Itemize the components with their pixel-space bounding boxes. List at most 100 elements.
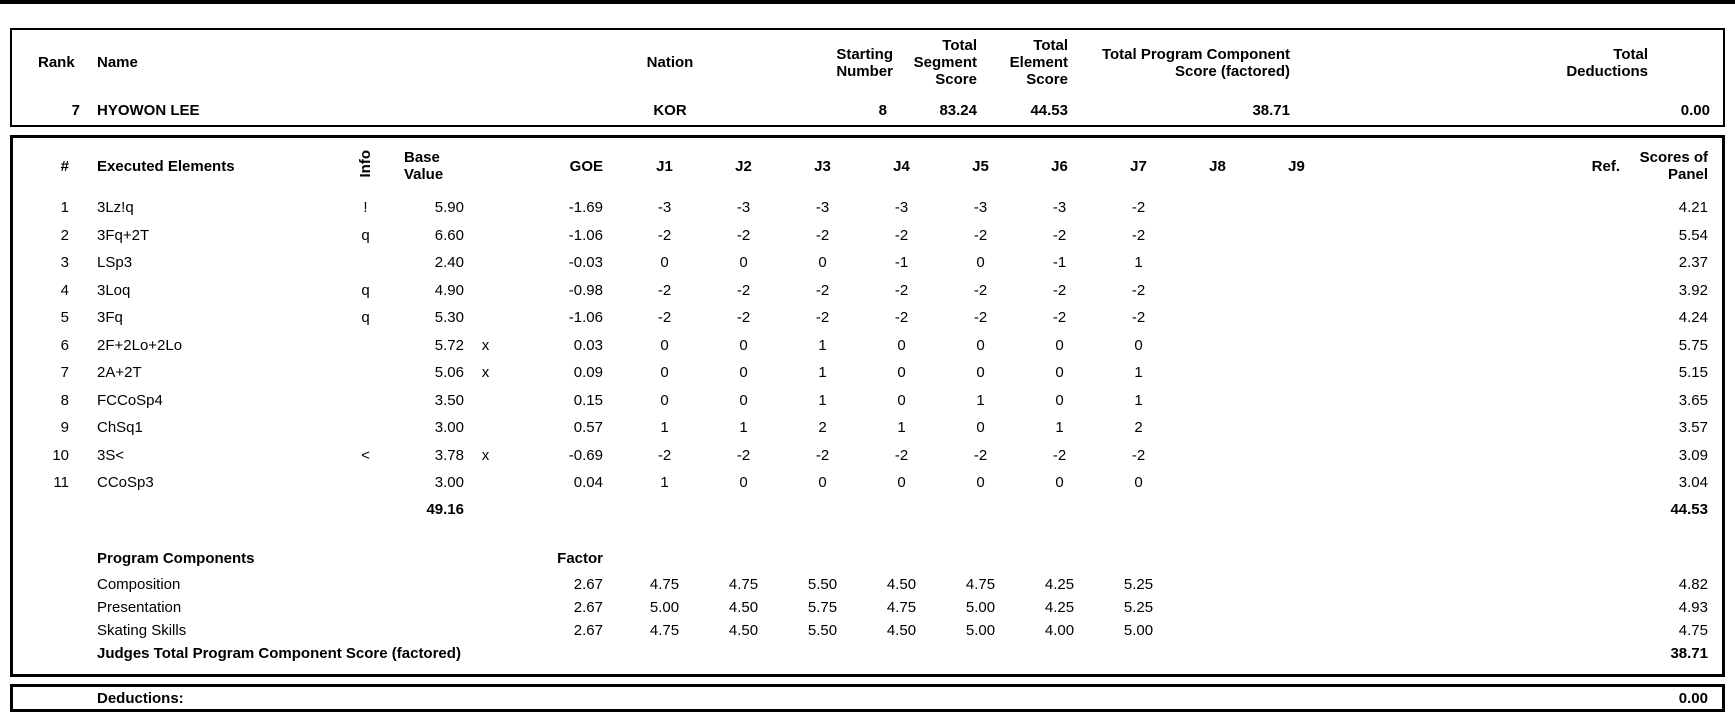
- total-element-score-column-header: Total Element Score: [1009, 37, 1068, 88]
- result-header-box: Rank Name Nation Starting Number Total S…: [10, 28, 1725, 127]
- element-j8-score: [1178, 304, 1257, 332]
- element-panel-score: 3.04: [1678, 474, 1708, 492]
- element-j9-score: [1257, 359, 1336, 387]
- rank-value: 7: [71, 102, 80, 119]
- element-j3-score: 1: [818, 364, 827, 382]
- col-header-goe: GOE: [569, 157, 603, 175]
- element-number: 1: [60, 199, 69, 217]
- element-goe: 0.57: [573, 419, 603, 437]
- element-row-4: 5 3Fq q 5.30 -1.06 -2 -2 -2 -2 -2 -2 -2: [13, 304, 1722, 332]
- component-j1-score: 4.75: [649, 575, 680, 593]
- total-pcs-column-header: Total Program Component Score (factored): [1101, 45, 1290, 80]
- total-element-score-value: 44.53: [1030, 102, 1068, 119]
- component-name: Presentation: [97, 598, 182, 616]
- element-j8-score: [1178, 414, 1257, 442]
- element-row-9: 10 3S< < 3.78 x -0.69 -2 -2 -2 -2 -2 -2 …: [13, 442, 1722, 470]
- element-j8-score: [1178, 249, 1257, 277]
- component-row-0: Composition 2.67 4.75 4.75 5.50 4.50 4.7…: [13, 573, 1722, 596]
- component-factor: 2.67: [573, 598, 603, 616]
- component-j7-score: 5.25: [1123, 598, 1154, 616]
- element-number: 6: [60, 336, 69, 354]
- element-j7-score: 1: [1134, 254, 1143, 272]
- element-j1-score: -2: [657, 281, 672, 299]
- component-row-2: Skating Skills 2.67 4.75 4.50 5.50 4.50 …: [13, 619, 1722, 642]
- element-base-value: 3.78: [434, 446, 464, 464]
- component-j4-score: 4.75: [886, 598, 917, 616]
- element-ref: [1336, 414, 1630, 442]
- element-base-value: 5.72: [434, 336, 464, 354]
- component-j9-score: [1257, 596, 1336, 619]
- element-ref: [1336, 194, 1630, 222]
- element-j7-score: -2: [1131, 226, 1146, 244]
- col-header-ref: Ref.: [1591, 157, 1620, 175]
- element-base-value: 5.30: [434, 309, 464, 327]
- element-j7-score: 0: [1134, 336, 1143, 354]
- element-number: 10: [52, 446, 69, 464]
- element-number: 9: [60, 419, 69, 437]
- component-j3-score: 5.50: [807, 621, 838, 639]
- element-j7-score: 1: [1134, 364, 1143, 382]
- element-j9-score: [1257, 222, 1336, 250]
- nation-column-header: Nation: [646, 54, 694, 71]
- element-j6-score: 0: [1055, 391, 1064, 409]
- total-segment-score-value: 83.24: [939, 102, 977, 119]
- element-j2-score: -2: [736, 226, 751, 244]
- component-j9-score: [1257, 573, 1336, 596]
- skater-name: HYOWON LEE: [97, 102, 200, 119]
- element-j9-score: [1257, 469, 1336, 497]
- element-name: 2A+2T: [97, 364, 142, 382]
- component-j4-score: 4.50: [886, 575, 917, 593]
- element-number: 3: [60, 254, 69, 272]
- element-row-2: 3 LSp3 2.40 -0.03 0 0 0 -1 0 -1 1: [13, 249, 1722, 277]
- element-j3-score: 1: [818, 391, 827, 409]
- element-info-flag: [343, 332, 388, 360]
- element-goe: -1.69: [568, 199, 603, 217]
- element-row-7: 8 FCCoSp4 3.50 0.15 0 0 1 0 1 0 1: [13, 387, 1722, 415]
- component-j2-score: 4.75: [728, 575, 759, 593]
- element-number: 2: [60, 226, 69, 244]
- component-j3-score: 5.50: [807, 575, 838, 593]
- element-info-flag: <: [361, 446, 370, 464]
- element-panel-score: 3.57: [1678, 419, 1708, 437]
- component-j7-score: 5.00: [1123, 621, 1154, 639]
- elements-box: # Executed Elements Info Base Value GOE …: [10, 135, 1725, 677]
- program-components-title: Program Components: [97, 550, 255, 567]
- element-row-8: 9 ChSq1 3.00 0.57 1 1 2 1 0 1 2: [13, 414, 1722, 442]
- element-j1-score: 1: [660, 419, 669, 437]
- element-info-flag: [343, 387, 388, 415]
- col-header-executed-elements: Executed Elements: [97, 157, 235, 175]
- element-j5-score: -2: [973, 446, 988, 464]
- element-info-flag: [343, 414, 388, 442]
- element-j9-score: [1257, 387, 1336, 415]
- element-j4-score: 0: [897, 336, 906, 354]
- element-name: 2F+2Lo+2Lo: [97, 336, 183, 354]
- element-j5-score: -3: [973, 199, 988, 217]
- element-j2-score: 0: [739, 474, 748, 492]
- element-j7-score: 0: [1134, 474, 1143, 492]
- elements-table: # Executed Elements Info Base Value GOE …: [13, 138, 1722, 666]
- total-deductions-column-header: Total Deductions: [1566, 45, 1648, 80]
- element-j9-score: [1257, 332, 1336, 360]
- element-j6-score: -2: [1052, 281, 1067, 299]
- component-panel-score: 4.82: [1678, 575, 1708, 593]
- col-header-info: Info: [343, 138, 388, 194]
- element-j5-score: -2: [973, 226, 988, 244]
- element-panel-score: 4.24: [1678, 309, 1708, 327]
- element-j6-score: -1: [1052, 254, 1067, 272]
- element-j5-score: 0: [976, 474, 985, 492]
- element-totals-row: 49.16 44.53: [13, 497, 1722, 523]
- element-j3-score: -2: [815, 281, 830, 299]
- element-panel-score: 2.37: [1678, 254, 1708, 272]
- element-ref: [1336, 277, 1630, 305]
- element-j5-score: 0: [976, 419, 985, 437]
- element-name: ChSq1: [97, 419, 143, 437]
- element-credit-marker: [468, 277, 503, 305]
- col-header-number: #: [60, 157, 69, 175]
- element-j7-score: -2: [1131, 199, 1146, 217]
- component-j2-score: 4.50: [728, 621, 759, 639]
- element-number: 8: [60, 391, 69, 409]
- component-j6-score: 4.25: [1044, 598, 1075, 616]
- element-j2-score: -2: [736, 281, 751, 299]
- component-name: Composition: [97, 575, 181, 593]
- element-name: LSp3: [97, 254, 133, 272]
